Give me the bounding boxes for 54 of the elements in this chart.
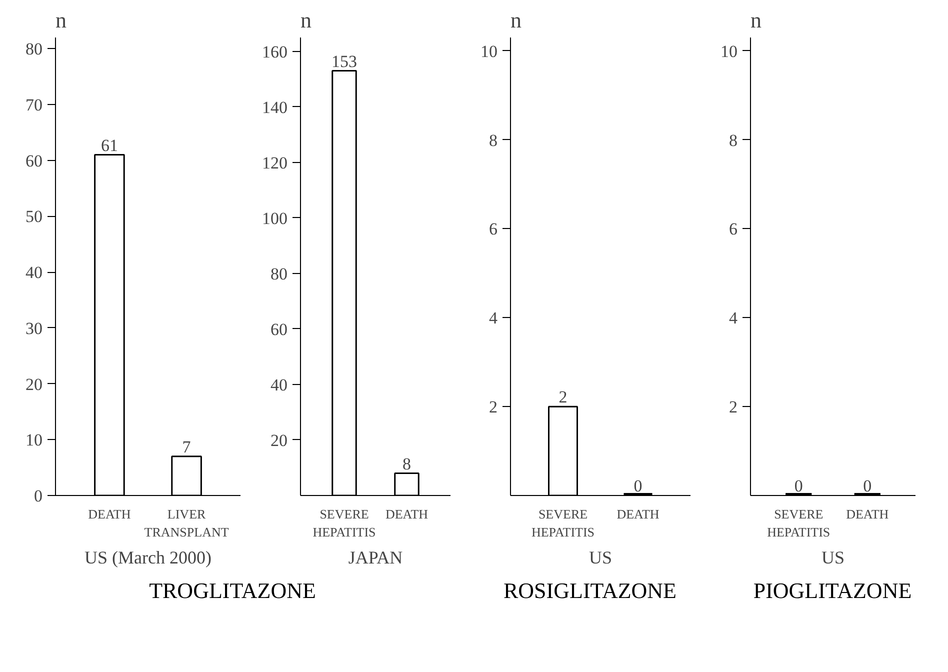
text: ROSIGLITAZONE (504, 577, 676, 605)
data-label: 0 (634, 476, 642, 496)
x-axis-title: US (821, 548, 845, 568)
y-tick-label: 160 (262, 42, 288, 62)
y-tick-label: 6 (489, 220, 498, 239)
data-label: 2 (558, 388, 568, 407)
x-tick-label: SEVERE HEPATITIS (312, 506, 376, 540)
y-tick-label: 4 (729, 308, 738, 328)
x-axis-title: US (588, 548, 612, 568)
y-tick-label: 10 (26, 430, 42, 450)
data-label: 8 (402, 454, 411, 474)
y-tick-label: 30 (26, 318, 42, 338)
y-tick-label: 50 (26, 207, 42, 226)
x-tick-label: SEVERE HEPATITIS (531, 506, 595, 540)
y-tick-label: 40 (26, 263, 42, 282)
y-tick-label: 0 (34, 486, 42, 506)
y-axis-title: n (300, 8, 312, 32)
x-tick-label: SEVERE HEPATITIS (767, 506, 830, 540)
y-tick-label: 6 (729, 220, 738, 239)
y-tick-label: 10 (480, 42, 498, 61)
y-tick-label: 8 (729, 130, 738, 150)
x-tick-label: DEATH (616, 506, 660, 522)
data-label: 61 (100, 136, 118, 155)
y-axis-title: n (510, 8, 522, 32)
text: TROGLITAZONE (149, 577, 316, 605)
y-tick-label: 20 (270, 430, 288, 450)
x-axis-title: US (March 2000) (84, 548, 212, 568)
x-tick-label: LIVER TRANSPLANT (144, 506, 229, 540)
y-tick-label: 2 (729, 398, 738, 417)
y-tick-label: 10 (720, 42, 738, 61)
y-axis-title: n (750, 8, 762, 32)
y-tick-label: 140 (262, 98, 288, 117)
y-tick-label: 70 (26, 96, 42, 115)
data-label: 153 (332, 52, 357, 71)
x-tick-label: DEATH (88, 506, 131, 522)
data-label: 7 (182, 437, 192, 456)
y-tick-label: 100 (262, 208, 288, 228)
y-tick-label: 20 (26, 374, 42, 394)
y-tick-label: 80 (26, 40, 42, 59)
y-axis-title: n (56, 8, 66, 32)
y-tick-label: 4 (489, 308, 498, 328)
x-tick-label: DEATH (846, 506, 889, 522)
data-label: 0 (863, 476, 872, 496)
y-tick-label: 60 (270, 320, 288, 339)
data-label: 0 (794, 476, 803, 496)
y-tick-label: 120 (262, 153, 288, 172)
y-tick-label: 2 (489, 398, 498, 417)
y-tick-label: 40 (270, 375, 288, 394)
text: PIOGLITAZONE (753, 577, 912, 605)
y-tick-label: 80 (270, 264, 288, 284)
x-axis-title: JAPAN (348, 548, 403, 568)
y-tick-label: 60 (26, 151, 42, 170)
x-tick-label: DEATH (385, 506, 428, 522)
y-tick-label: 8 (489, 130, 498, 150)
